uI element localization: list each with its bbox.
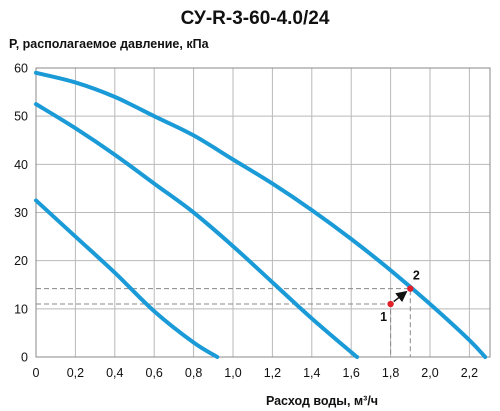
series-line-1 [34, 198, 220, 359]
x-tick-label: 0,8 [185, 366, 202, 380]
grid [35, 67, 491, 358]
reference-lines [36, 288, 411, 357]
reference-line [36, 303, 392, 357]
y-tick-label: 40 [14, 158, 28, 172]
reference-line [36, 288, 411, 357]
y-tick-label: 0 [21, 351, 28, 365]
x-tick-label: 0,6 [146, 366, 163, 380]
series-curves [34, 70, 488, 359]
y-tick-label: 60 [14, 62, 28, 76]
x-axis-label: Расход воды, м³/ч [266, 394, 378, 408]
y-tick-label: 10 [14, 302, 28, 316]
x-tick-label: 0,4 [106, 366, 123, 380]
x-tick-label: 2,0 [421, 366, 438, 380]
operating-point-2 [407, 285, 414, 292]
x-tick-label: 1,6 [343, 366, 360, 380]
y-tick-label: 50 [14, 110, 28, 124]
chart-title: СУ-R-3-60-4.0/24 [181, 8, 330, 29]
x-tick-label: 2,2 [461, 366, 478, 380]
operating-point-1 [387, 300, 394, 308]
operating-points: 12 [380, 269, 420, 324]
series-line-2 [34, 102, 360, 359]
y-tick-label: 30 [14, 206, 28, 220]
x-tick-label: 0 [33, 366, 40, 380]
x-tick-label: 1,8 [382, 366, 399, 380]
operating-point-label-2: 2 [413, 269, 420, 283]
point-arrow [393, 290, 408, 303]
x-tick-label: 1,0 [224, 366, 241, 380]
y-axis-label: P, располагаемое давление, кПа [9, 37, 210, 51]
series-line-3 [34, 70, 488, 359]
plot-frame [35, 67, 491, 358]
operating-point-label-1: 1 [380, 310, 387, 324]
x-tick-label: 1,2 [264, 366, 281, 380]
y-tick-label: 20 [14, 254, 28, 268]
x-tick-label: 1,4 [303, 366, 320, 380]
tick-labels: 0 0,2 0,4 0,6 0,8 1,0 1,2 1,4 1,6 1,8 2,0 2,2 0 10 20 3… [14, 62, 478, 381]
x-tick-label: 0,2 [67, 366, 84, 380]
